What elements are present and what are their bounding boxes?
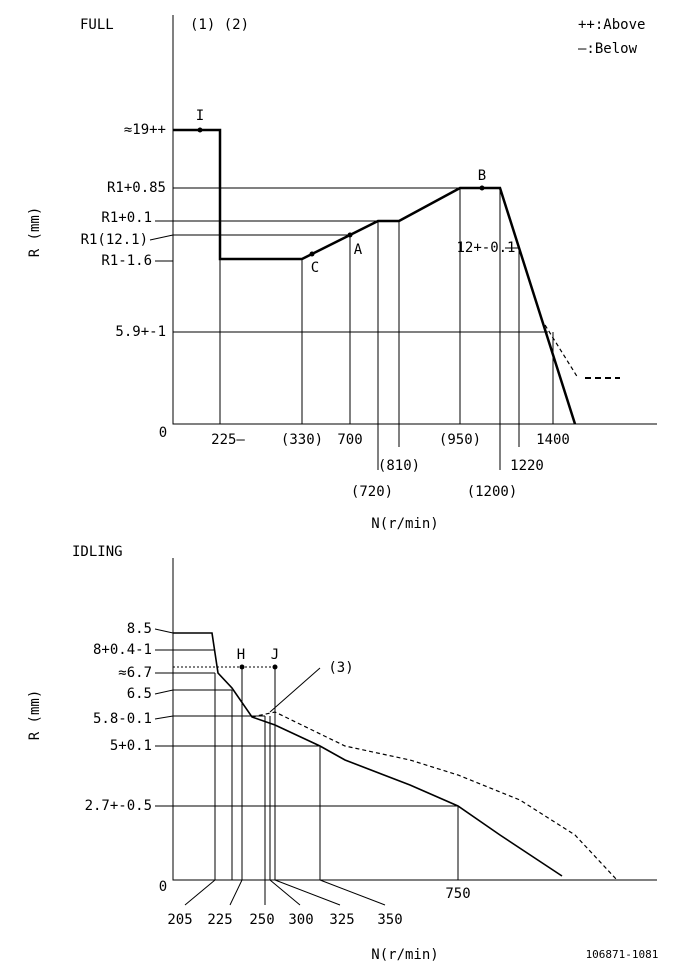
full-panel: FULL (1) (2) ++:Above —:Below R (mm) N(r… — [27, 15, 657, 532]
x-label: 205 — [167, 912, 192, 928]
x-leaders — [184, 879, 386, 906]
y-label: R1-1.6 — [101, 253, 152, 269]
y-label: R1+0.1 — [101, 210, 152, 226]
x-label: (810) — [378, 458, 420, 474]
y-label: 5.8-0.1 — [93, 711, 152, 727]
y-label: R1(12.1) — [81, 232, 148, 248]
y-axis-label: R (mm) — [27, 690, 43, 741]
panel-title: IDLING — [72, 544, 123, 560]
x-label: (330) — [281, 432, 323, 448]
ref-leader — [269, 667, 321, 713]
x-label: 1400 — [536, 432, 570, 448]
x-label: 700 — [337, 432, 362, 448]
y-label: 6.5 — [127, 686, 152, 702]
origin: 0 — [159, 425, 167, 441]
axes — [172, 15, 657, 425]
y-label: 5.9+-1 — [115, 324, 166, 340]
x-label: 225 — [207, 912, 232, 928]
y-label: R1+0.85 — [107, 180, 166, 196]
axes — [172, 558, 657, 881]
x-label: 750 — [445, 886, 470, 902]
point — [272, 664, 278, 670]
refs: (1) (2) — [190, 17, 249, 33]
point — [479, 185, 485, 191]
legend-below: —:Below — [578, 41, 638, 57]
x-label: 250 — [249, 912, 274, 928]
x-label: (720) — [351, 484, 393, 500]
label-leaders — [154, 628, 458, 807]
origin: 0 — [159, 879, 167, 895]
x-axis-label: N(r/min) — [371, 516, 438, 532]
y-label: 5+0.1 — [110, 738, 152, 754]
reference-lines — [214, 667, 459, 880]
below-curve — [251, 711, 618, 881]
footer-code: 106871-1081 — [586, 948, 659, 961]
x-label: 325 — [329, 912, 354, 928]
point — [347, 232, 353, 238]
y-label: ≈6.7 — [118, 665, 152, 681]
characteristic-curve — [173, 128, 577, 425]
x-label: (1200) — [467, 484, 518, 500]
reference-lines — [173, 187, 554, 470]
x-label: 1220 — [510, 458, 544, 474]
point-label: H — [237, 647, 245, 663]
annotation: 12+-0.1 — [456, 240, 515, 256]
annotation: (3) — [328, 660, 353, 676]
point-label: I — [196, 108, 204, 124]
y-label: 8.5 — [127, 621, 152, 637]
y-label: 2.7+-0.5 — [85, 798, 152, 814]
x-label: 300 — [288, 912, 313, 928]
idling-panel: IDLING R (mm) N(r/min) 0 8.5 8+0.4-1 ≈6.… — [27, 544, 657, 963]
point-label: J — [271, 647, 279, 663]
x-axis-label: N(r/min) — [371, 947, 438, 963]
label-leaders — [149, 220, 174, 262]
point-label: B — [478, 168, 486, 184]
legend-above: ++:Above — [578, 17, 645, 33]
point-label: A — [354, 242, 363, 258]
point-label: C — [311, 260, 319, 276]
point — [239, 664, 245, 670]
y-axis-label: R (mm) — [27, 207, 43, 258]
panel-title: FULL — [80, 17, 114, 33]
characteristic-curve — [173, 632, 563, 877]
y-label: ≈19++ — [124, 122, 166, 138]
y-label: 8+0.4-1 — [93, 642, 152, 658]
point — [197, 127, 203, 133]
x-label: 350 — [377, 912, 402, 928]
x-label: 225— — [211, 432, 245, 448]
point — [309, 251, 315, 257]
below-curve — [544, 324, 579, 379]
x-label: (950) — [439, 432, 481, 448]
